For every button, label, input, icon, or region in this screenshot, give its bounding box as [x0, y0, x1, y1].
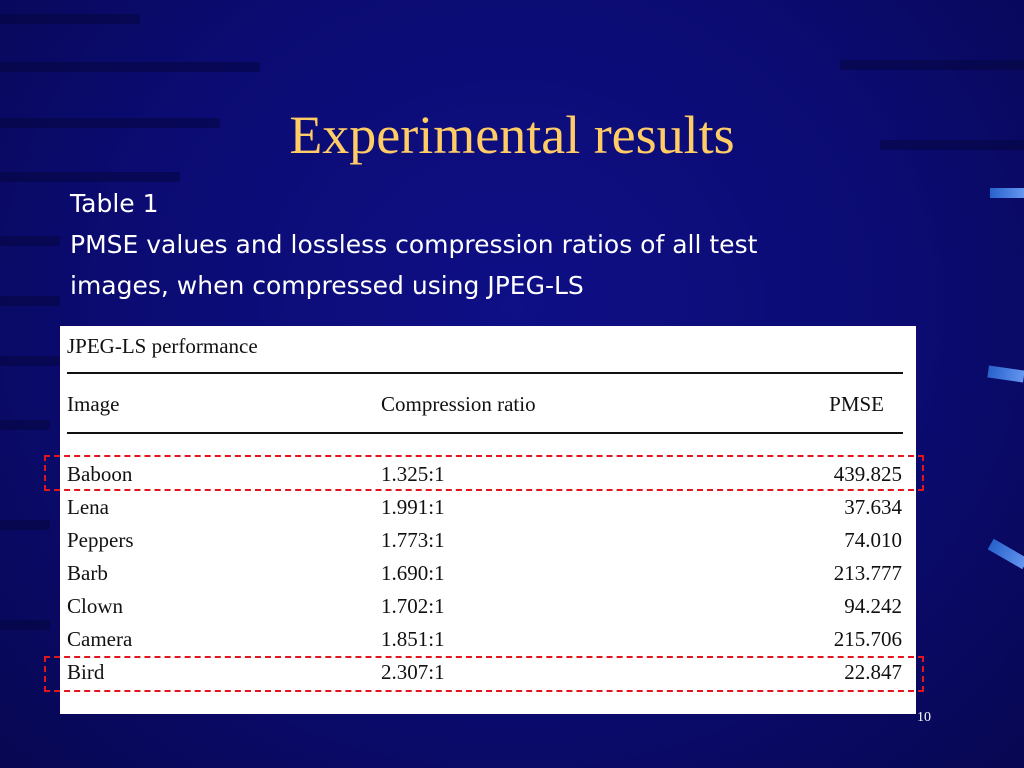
slide-title: Experimental results [289, 105, 735, 165]
cell-pmse: 22.847 [844, 660, 902, 684]
highlight-box-bird-row [44, 656, 924, 692]
cell-pmse: 439.825 [833, 462, 902, 486]
background-stripe [0, 118, 220, 128]
highlight-box-baboon-row [44, 455, 924, 491]
background-stripe [0, 520, 50, 530]
table-header-rule [67, 432, 903, 434]
table-title: JPEG-LS performance [67, 334, 258, 358]
cell-image: Peppers [67, 528, 134, 552]
background-stripe [0, 62, 260, 72]
table-row: Lena 1.991:1 37.634 [60, 491, 916, 524]
background-stripe [0, 620, 50, 630]
cell-pmse: 215.706 [833, 627, 902, 651]
cell-pmse: 94.242 [844, 594, 902, 618]
cell-compression-ratio: 2.307:1 [381, 660, 445, 684]
background-stripe [0, 296, 60, 306]
cell-compression-ratio: 1.851:1 [381, 627, 445, 651]
cell-pmse: 37.634 [844, 495, 902, 519]
column-header-compression-ratio: Compression ratio [381, 392, 536, 416]
table-row: Baboon 1.325:1 439.825 [60, 458, 916, 491]
cell-pmse: 74.010 [844, 528, 902, 552]
column-header-image: Image [67, 392, 120, 416]
background-stripe [0, 236, 60, 246]
results-table: JPEG-LS performance Image Compression ra… [60, 326, 916, 714]
table-row: Camera 1.851:1 215.706 [60, 623, 916, 656]
cell-compression-ratio: 1.690:1 [381, 561, 445, 585]
column-header-pmse: PMSE [829, 392, 884, 416]
background-stripe [0, 14, 140, 24]
cell-image: Lena [67, 495, 109, 519]
table-row: Bird 2.307:1 22.847 [60, 656, 916, 689]
table-row: Clown 1.702:1 94.242 [60, 590, 916, 623]
cell-image: Bird [67, 660, 105, 684]
table-top-rule [67, 372, 903, 374]
cell-pmse: 213.777 [833, 561, 902, 585]
cell-compression-ratio: 1.773:1 [381, 528, 445, 552]
background-stripe [880, 140, 1024, 150]
caption-text-line: PMSE values and lossless compression rat… [70, 230, 758, 259]
cell-image: Barb [67, 561, 108, 585]
caption-label: Table 1 [70, 189, 159, 218]
cell-image: Camera [67, 627, 133, 651]
background-stripe [0, 172, 180, 182]
accent-mark [990, 188, 1024, 198]
cell-image: Clown [67, 594, 124, 618]
table-row: Peppers 1.773:1 74.010 [60, 524, 916, 557]
cell-compression-ratio: 1.325:1 [381, 462, 445, 486]
background-stripe [0, 356, 60, 366]
table-caption: Table 1 PMSE values and lossless compres… [70, 183, 930, 306]
background-stripe [0, 420, 50, 430]
table-row: Barb 1.690:1 213.777 [60, 557, 916, 590]
cell-image: Baboon [67, 462, 133, 486]
page-number: 10 [917, 710, 931, 725]
cell-compression-ratio: 1.702:1 [381, 594, 445, 618]
caption-text-line: images, when compressed using JPEG-LS [70, 271, 584, 300]
cell-compression-ratio: 1.991:1 [381, 495, 445, 519]
background-stripe [840, 60, 1024, 70]
